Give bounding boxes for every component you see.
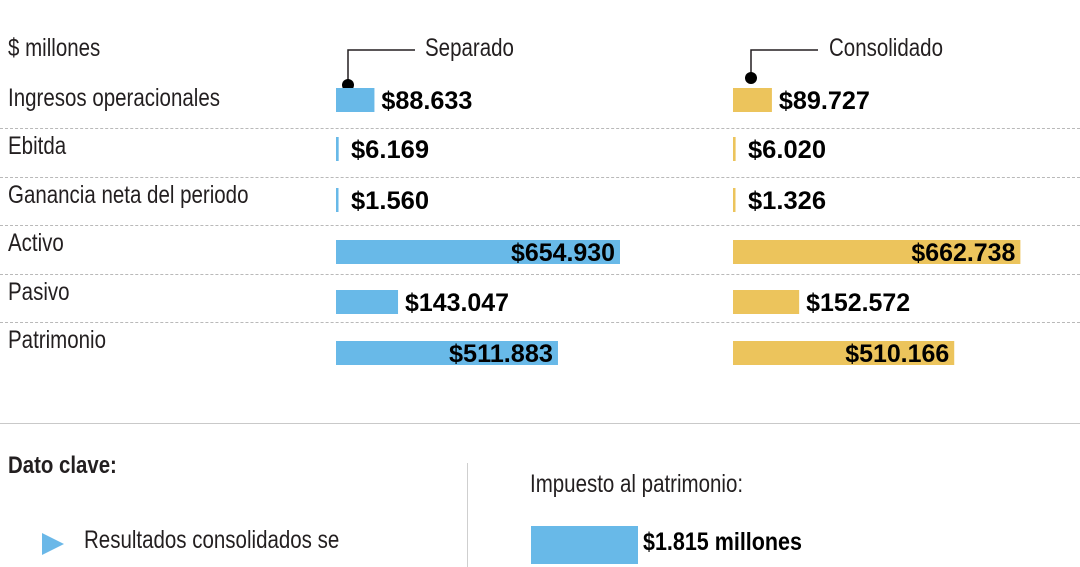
bar-consolidado-3: [733, 240, 1021, 264]
bar-chart: $88.633 $6.169 $1.560 $654.930$143.047 $511.…: [336, 49, 1021, 368]
value-label-separado-5: $511.883: [449, 340, 553, 368]
triangle-bullet-icon: [42, 533, 64, 555]
value-label-separado-4: $143.047: [405, 289, 509, 317]
bar-separado-1: [336, 137, 339, 161]
row-divider: [0, 322, 1080, 323]
row-label-ebitda: Ebitda: [8, 132, 67, 160]
value-label-consolidado-5: $510.166: [845, 340, 949, 368]
value-label-separado-0: $88.633: [381, 87, 472, 115]
tax-value: $1.815 millones: [643, 528, 802, 556]
value-label-consolidado-1: $6.020: [748, 136, 826, 164]
bar-separado-0: [336, 88, 375, 112]
bar-consolidado-5: [733, 341, 955, 365]
unit-label: $ millones: [8, 34, 101, 62]
value-label-consolidado-0: $89.727: [779, 87, 870, 115]
legend-consolidado-label: Consolidado: [829, 34, 943, 62]
key-bullet-text: Resultados consolidados se: [84, 526, 340, 554]
vertical-divider: [467, 463, 468, 567]
legend-separado-label: Separado: [425, 34, 514, 62]
tax-title: Impuesto al patrimonio:: [530, 470, 744, 498]
row-label-ingresos: Ingresos operacionales: [8, 84, 220, 112]
bar-consolidado-2: [733, 188, 736, 212]
bar-separado-5: [336, 341, 558, 365]
key-title: Dato clave:: [8, 452, 117, 479]
row-divider: [0, 274, 1080, 275]
bar-consolidado-4: [733, 290, 800, 314]
value-label-consolidado-3: $662.738: [911, 239, 1015, 267]
row-label-ganancia: Ganancia neta del periodo: [8, 181, 249, 209]
value-label-consolidado-2: $1.326: [748, 187, 826, 215]
bar-separado-3: [336, 240, 620, 264]
bar-consolidado-1: [733, 137, 736, 161]
value-label-separado-2: $1.560: [351, 187, 429, 215]
section-divider: [0, 423, 1080, 424]
value-label-separado-3: $654.930: [511, 239, 615, 267]
tax-bar: [531, 526, 638, 564]
row-label-pasivo: Pasivo: [8, 278, 70, 306]
row-label-activo: Activo: [8, 229, 64, 257]
row-divider: [0, 177, 1080, 178]
row-divider: [0, 225, 1080, 226]
value-label-separado-1: $6.169: [351, 136, 429, 164]
bar-consolidado-0: [733, 88, 772, 112]
value-label-consolidado-4: $152.572: [806, 289, 910, 317]
bar-separado-4: [336, 290, 399, 314]
legend-separado-callout: [342, 49, 415, 91]
row-divider: [0, 128, 1080, 129]
row-label-patrimonio: Patrimonio: [8, 326, 106, 354]
legend-consolidado-callout: [745, 49, 818, 84]
bar-separado-2: [336, 188, 339, 212]
